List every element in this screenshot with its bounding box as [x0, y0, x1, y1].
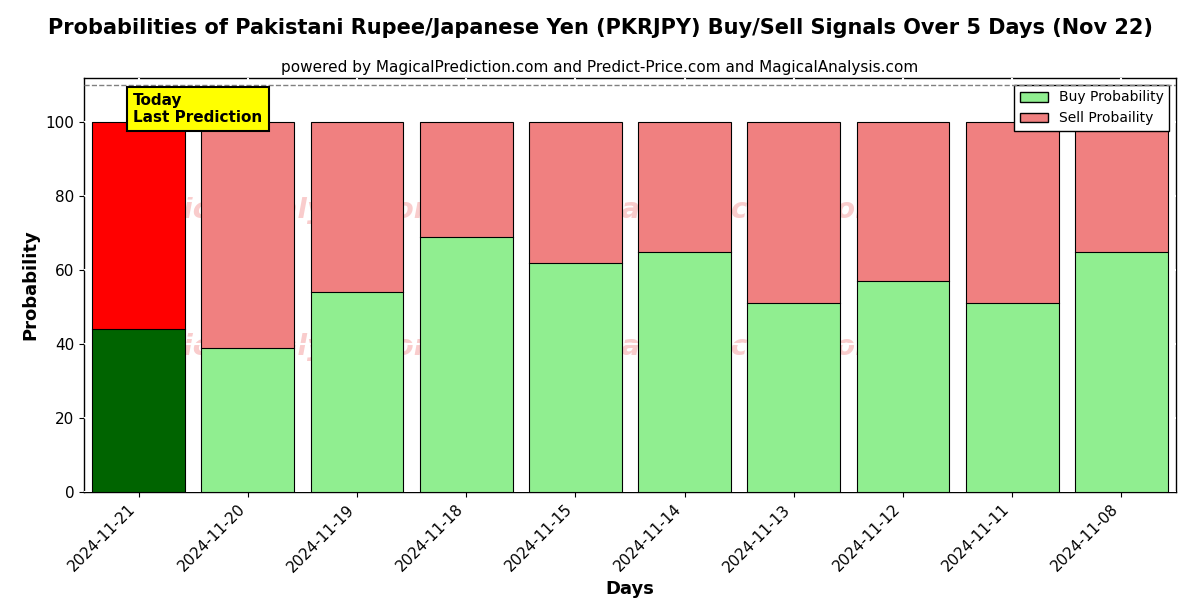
Bar: [311, 122, 403, 292]
Bar: [1075, 122, 1168, 492]
Bar: [857, 122, 949, 281]
Bar: [420, 122, 512, 492]
Text: MagicalPrediction.com: MagicalPrediction.com: [529, 196, 884, 224]
Bar: [748, 122, 840, 492]
Bar: [420, 122, 512, 237]
Bar: [92, 122, 185, 492]
Bar: [638, 252, 731, 492]
X-axis label: Days: Days: [606, 580, 654, 598]
Bar: [638, 122, 731, 492]
Legend: Buy Probability, Sell Probaility: Buy Probability, Sell Probaility: [1014, 85, 1169, 131]
Bar: [529, 122, 622, 492]
Text: Probabilities of Pakistani Rupee/Japanese Yen (PKRJPY) Buy/Sell Signals Over 5 D: Probabilities of Pakistani Rupee/Japanes…: [48, 18, 1152, 38]
Text: MagicalPrediction.com: MagicalPrediction.com: [529, 333, 884, 361]
Text: Today
Last Prediction: Today Last Prediction: [133, 93, 263, 125]
Bar: [966, 122, 1058, 304]
Bar: [1075, 122, 1168, 252]
Bar: [420, 237, 512, 492]
Bar: [638, 122, 731, 252]
Bar: [311, 292, 403, 492]
Bar: [529, 263, 622, 492]
Bar: [966, 122, 1058, 492]
Bar: [202, 348, 294, 492]
Bar: [748, 304, 840, 492]
Bar: [748, 122, 840, 304]
Bar: [311, 122, 403, 492]
Y-axis label: Probability: Probability: [22, 230, 40, 340]
Bar: [92, 122, 185, 329]
Text: powered by MagicalPrediction.com and Predict-Price.com and MagicalAnalysis.com: powered by MagicalPrediction.com and Pre…: [281, 60, 919, 75]
Bar: [857, 281, 949, 492]
Bar: [529, 122, 622, 263]
Text: MagicalAnalysis.com: MagicalAnalysis.com: [118, 196, 443, 224]
Bar: [857, 122, 949, 492]
Bar: [1075, 252, 1168, 492]
Bar: [202, 122, 294, 492]
Bar: [966, 304, 1058, 492]
Bar: [202, 122, 294, 348]
Bar: [92, 329, 185, 492]
Text: MagicalAnalysis.com: MagicalAnalysis.com: [118, 333, 443, 361]
